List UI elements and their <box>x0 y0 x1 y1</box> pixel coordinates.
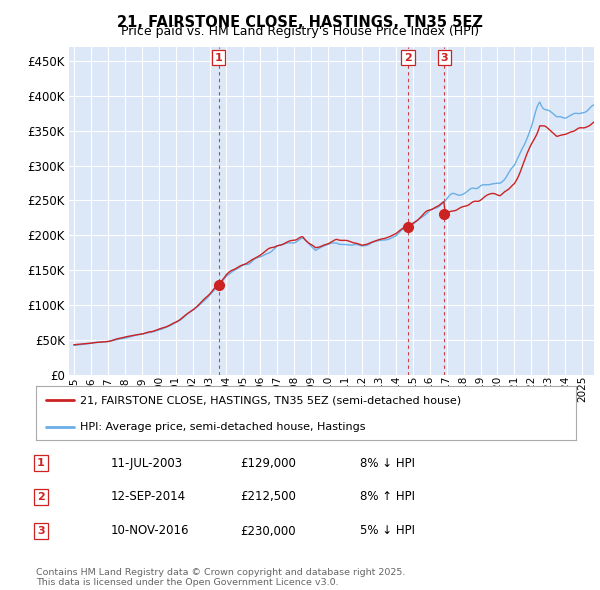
Text: 10-NOV-2016: 10-NOV-2016 <box>111 525 190 537</box>
Text: Contains HM Land Registry data © Crown copyright and database right 2025.
This d: Contains HM Land Registry data © Crown c… <box>36 568 406 587</box>
Text: 12-SEP-2014: 12-SEP-2014 <box>111 490 186 503</box>
Text: £129,000: £129,000 <box>240 457 296 470</box>
Text: 11-JUL-2003: 11-JUL-2003 <box>111 457 183 470</box>
Text: 1: 1 <box>37 458 44 468</box>
Text: 21, FAIRSTONE CLOSE, HASTINGS, TN35 5EZ: 21, FAIRSTONE CLOSE, HASTINGS, TN35 5EZ <box>117 15 483 30</box>
Text: 21, FAIRSTONE CLOSE, HASTINGS, TN35 5EZ (semi-detached house): 21, FAIRSTONE CLOSE, HASTINGS, TN35 5EZ … <box>80 395 461 405</box>
Text: 8% ↑ HPI: 8% ↑ HPI <box>360 490 415 503</box>
Text: 3: 3 <box>37 526 44 536</box>
Text: 3: 3 <box>440 53 448 63</box>
Text: 2: 2 <box>37 492 44 502</box>
Text: 8% ↓ HPI: 8% ↓ HPI <box>360 457 415 470</box>
Text: £212,500: £212,500 <box>240 490 296 503</box>
Text: 5% ↓ HPI: 5% ↓ HPI <box>360 525 415 537</box>
Text: 2: 2 <box>404 53 412 63</box>
Text: 1: 1 <box>215 53 223 63</box>
Text: HPI: Average price, semi-detached house, Hastings: HPI: Average price, semi-detached house,… <box>80 422 366 432</box>
Text: Price paid vs. HM Land Registry's House Price Index (HPI): Price paid vs. HM Land Registry's House … <box>121 25 479 38</box>
Text: £230,000: £230,000 <box>240 525 296 537</box>
